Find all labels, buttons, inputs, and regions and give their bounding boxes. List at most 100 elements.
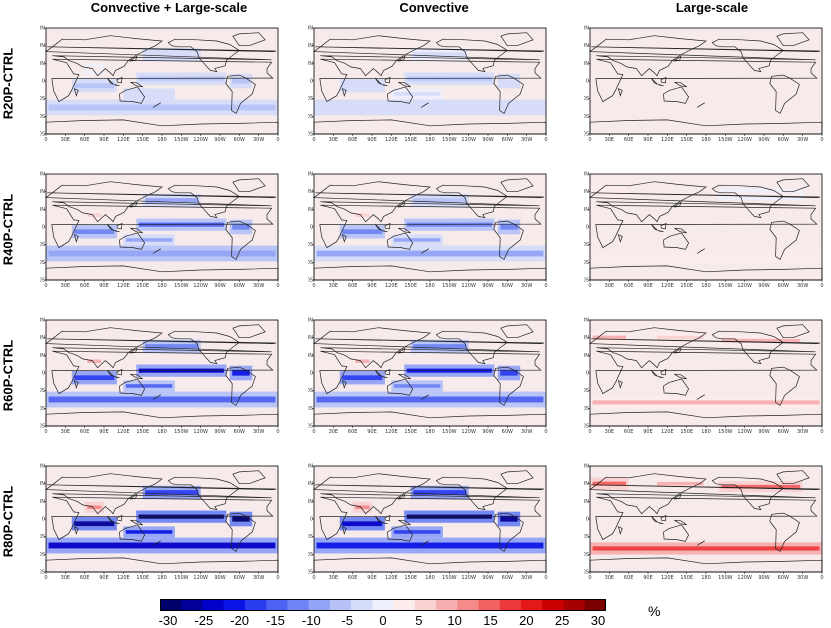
coastline xyxy=(44,181,272,223)
anomaly-core xyxy=(125,384,173,388)
lon-tick-label: 120W xyxy=(193,283,208,288)
coastline xyxy=(663,86,690,104)
map-panel: 030E60E90E120E150E180150W120W90W60W30W09… xyxy=(40,170,284,289)
island-coastline xyxy=(382,230,388,233)
map-panel: 030E60E90E120E150E180150W120W90W60W30W09… xyxy=(308,170,552,289)
island-coastline xyxy=(47,484,277,490)
island-coastline xyxy=(674,227,687,234)
colorbar-swatch xyxy=(521,599,543,611)
island-coastline xyxy=(696,540,705,546)
coastline xyxy=(663,232,690,250)
lat-tick-label: 30S xyxy=(584,388,589,394)
colorbar-tick-label: -15 xyxy=(266,613,285,628)
lon-tick-label: 60W xyxy=(778,575,789,580)
lon-tick-label: 120E xyxy=(385,137,398,142)
lon-tick-label: 90W xyxy=(482,137,493,142)
lat-tick-label: 30N xyxy=(308,499,313,505)
coastlines xyxy=(44,324,279,427)
island-coastline xyxy=(660,76,667,84)
island-coastline xyxy=(114,376,120,379)
island-coastline xyxy=(47,338,277,344)
colorbar-tick-label: 5 xyxy=(415,613,423,628)
coastline xyxy=(663,524,690,542)
lon-tick-label: 120W xyxy=(461,283,476,288)
map-panel: 030E60E90E120E150E180150W120W90W60W30W09… xyxy=(40,462,284,581)
anomaly-core xyxy=(592,546,820,551)
coastline xyxy=(51,58,274,103)
lat-tick-label: 90N xyxy=(584,318,589,324)
anomaly-core xyxy=(721,192,801,197)
island-coastline xyxy=(47,46,277,52)
lon-tick-label: 150E xyxy=(680,429,693,434)
island-coastline xyxy=(420,248,429,254)
colorbar-tick-label: 30 xyxy=(590,613,606,628)
lat-tick-label: 30N xyxy=(308,353,313,359)
anomaly-core xyxy=(48,104,276,111)
island-coastline xyxy=(374,77,382,85)
coastline xyxy=(500,178,534,193)
lat-tick-label: 60N xyxy=(584,481,589,487)
lon-tick-label: 120W xyxy=(193,429,208,434)
island-coastline xyxy=(129,55,138,62)
lon-tick-label: 90E xyxy=(367,429,377,434)
colorbar-swatch xyxy=(563,599,586,611)
lon-tick-label: 30E xyxy=(61,575,71,580)
lon-tick-label: 30E xyxy=(605,137,615,142)
lat-tick-label: 0 xyxy=(42,517,45,523)
lon-tick-label: 30W xyxy=(253,429,264,434)
coastline xyxy=(711,330,784,365)
lon-tick-label: 120W xyxy=(461,575,476,580)
anomaly-core xyxy=(657,335,704,340)
anomaly-core xyxy=(87,359,102,363)
lon-tick-label: 90W xyxy=(482,575,493,580)
lon-tick-label: 180 xyxy=(425,575,435,580)
lat-tick-label: 60N xyxy=(308,43,313,49)
island-coastline xyxy=(591,338,821,344)
map-panel: 030E60E90E120E150E180150W120W90W60W30W09… xyxy=(308,24,552,143)
map-panel: 030E60E90E120E150E180150W120W90W60W30W09… xyxy=(584,316,828,435)
lon-tick-label: 90W xyxy=(758,137,769,142)
coastline xyxy=(119,524,146,542)
island-coastline xyxy=(660,368,667,376)
colorbar-tick-label: -25 xyxy=(194,613,214,628)
lat-tick-label: 60N xyxy=(40,189,45,195)
lat-tick-label: 30N xyxy=(584,499,589,505)
anomaly-core xyxy=(721,338,801,343)
anomaly-core xyxy=(316,250,544,257)
coastline xyxy=(769,220,800,260)
lon-tick-label: 150E xyxy=(136,575,149,580)
lon-tick-label: 60W xyxy=(234,137,245,142)
anomaly-field xyxy=(590,331,822,409)
island-coastline xyxy=(116,76,123,84)
coastline xyxy=(225,220,256,260)
colorbar xyxy=(160,599,606,611)
anomaly-core xyxy=(342,521,383,527)
lon-tick-label: 0 xyxy=(588,283,591,288)
anomaly-core xyxy=(232,224,250,230)
colorbar-swatch xyxy=(393,599,416,611)
coastline xyxy=(711,476,784,511)
lon-tick-label: 150E xyxy=(136,429,149,434)
coastline xyxy=(711,184,784,219)
island-coastline xyxy=(617,88,623,97)
lon-tick-label: 30W xyxy=(797,137,808,142)
lon-tick-label: 0 xyxy=(544,575,547,580)
lon-tick-label: 0 xyxy=(312,575,315,580)
lon-tick-label: 0 xyxy=(820,429,823,434)
island-coastline xyxy=(114,84,120,87)
coastline xyxy=(769,74,800,114)
island-coastline xyxy=(591,484,821,490)
coastline xyxy=(776,32,810,47)
lon-tick-label: 30E xyxy=(61,137,71,142)
anomaly-core xyxy=(592,481,627,486)
lat-tick-label: 60N xyxy=(308,335,313,341)
lat-tick-label: 30N xyxy=(40,207,45,213)
coastline xyxy=(312,327,540,369)
lat-tick-label: 60S xyxy=(584,552,589,558)
lon-tick-label: 180 xyxy=(425,429,435,434)
coastline xyxy=(588,35,816,77)
anomaly-core xyxy=(393,384,441,388)
coastline xyxy=(595,496,818,541)
island-coastline xyxy=(397,493,406,500)
anomaly-core xyxy=(592,400,820,405)
